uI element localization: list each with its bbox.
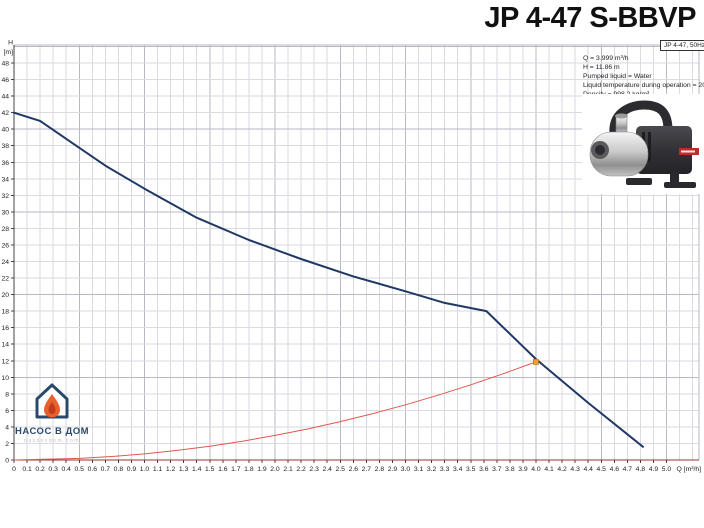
svg-text:0.9: 0.9 [127, 466, 137, 473]
svg-text:3.2: 3.2 [427, 466, 437, 473]
svg-text:0.4: 0.4 [61, 466, 71, 473]
svg-text:1.5: 1.5 [205, 466, 215, 473]
svg-text:18: 18 [1, 309, 9, 316]
svg-text:5.0: 5.0 [662, 466, 672, 473]
svg-text:0.6: 0.6 [88, 466, 98, 473]
svg-text:1.8: 1.8 [244, 466, 254, 473]
svg-text:42: 42 [1, 110, 9, 117]
svg-text:44: 44 [1, 94, 9, 101]
svg-text:0.8: 0.8 [114, 466, 124, 473]
svg-text:2: 2 [5, 441, 9, 448]
logo-brand-text: НАСОС В ДОМ [14, 426, 90, 437]
svg-text:1.1: 1.1 [153, 466, 163, 473]
svg-text:8: 8 [5, 391, 9, 398]
svg-text:1.3: 1.3 [179, 466, 189, 473]
svg-text:4.3: 4.3 [570, 466, 580, 473]
svg-text:4.6: 4.6 [610, 466, 620, 473]
svg-text:1.6: 1.6 [218, 466, 228, 473]
svg-text:0: 0 [5, 458, 9, 465]
svg-text:4.7: 4.7 [623, 466, 633, 473]
svg-text:0.5: 0.5 [75, 466, 85, 473]
svg-text:4: 4 [5, 424, 9, 431]
x-axis-label: Q [m³/h] [677, 466, 702, 473]
operating-conditions: Q = 3.999 m³/h H = 11.86 m Pumped liquid… [583, 54, 704, 99]
svg-text:0.3: 0.3 [48, 466, 58, 473]
system-curve [13, 361, 537, 461]
svg-text:16: 16 [1, 325, 9, 332]
curve-label-box: JP 4-47, 50Hz [660, 40, 704, 51]
svg-text:0: 0 [12, 466, 16, 473]
svg-text:1.7: 1.7 [231, 466, 241, 473]
svg-text:10: 10 [1, 375, 9, 382]
annotation-flow: Q = 3.999 m³/h [583, 55, 629, 62]
svg-text:48: 48 [1, 61, 9, 68]
annotation-liquid: Pumped liquid = Water [583, 73, 652, 80]
svg-text:3.0: 3.0 [401, 466, 411, 473]
svg-text:20: 20 [1, 292, 9, 299]
svg-text:3.8: 3.8 [505, 466, 515, 473]
pump-product-image [582, 94, 704, 194]
svg-text:12: 12 [1, 358, 9, 365]
svg-text:14: 14 [1, 342, 9, 349]
svg-text:3.4: 3.4 [453, 466, 463, 473]
annotation-temperature: Liquid temperature during operation = 20… [583, 82, 704, 89]
svg-text:1.9: 1.9 [257, 466, 267, 473]
svg-text:2.6: 2.6 [349, 466, 359, 473]
svg-text:3.9: 3.9 [518, 466, 528, 473]
svg-text:0.2: 0.2 [35, 466, 45, 473]
svg-text:0.7: 0.7 [101, 466, 111, 473]
svg-text:2.7: 2.7 [362, 466, 372, 473]
svg-text:26: 26 [1, 242, 9, 249]
svg-text:34: 34 [1, 176, 9, 183]
annotation-head: H = 11.86 m [583, 64, 620, 71]
svg-text:1.2: 1.2 [166, 466, 176, 473]
svg-text:38: 38 [1, 143, 9, 150]
svg-text:2.9: 2.9 [388, 466, 398, 473]
svg-text:22: 22 [1, 276, 9, 283]
logo-url-text: nasosvdom.com [24, 438, 80, 444]
svg-text:0.1: 0.1 [22, 466, 32, 473]
svg-text:40: 40 [1, 127, 9, 134]
svg-text:32: 32 [1, 193, 9, 200]
svg-text:2.5: 2.5 [336, 466, 346, 473]
svg-text:4.9: 4.9 [649, 466, 659, 473]
svg-text:46: 46 [1, 77, 9, 84]
svg-text:4.5: 4.5 [597, 466, 607, 473]
svg-text:4.4: 4.4 [583, 466, 593, 473]
svg-text:4.2: 4.2 [557, 466, 567, 473]
pump-curve-h-q- [13, 111, 644, 448]
svg-text:3.7: 3.7 [492, 466, 502, 473]
svg-text:3.5: 3.5 [466, 466, 476, 473]
page-title: JP 4-47 S-BBVP [484, 2, 696, 34]
svg-text:3.1: 3.1 [414, 466, 424, 473]
svg-text:2.3: 2.3 [309, 466, 319, 473]
svg-text:30: 30 [1, 209, 9, 216]
svg-text:2.0: 2.0 [270, 466, 280, 473]
logo-nasos-v-dom: НАСОС В ДОМ nasosvdom.com [12, 382, 92, 444]
svg-text:[m]: [m] [4, 49, 14, 56]
svg-text:24: 24 [1, 259, 9, 266]
svg-text:2.2: 2.2 [296, 466, 306, 473]
svg-text:1.4: 1.4 [192, 466, 202, 473]
svg-text:36: 36 [1, 160, 9, 167]
svg-text:6: 6 [5, 408, 9, 415]
house-flame-icon [35, 383, 69, 419]
svg-text:28: 28 [1, 226, 9, 233]
y-axis-label: H [8, 39, 13, 46]
svg-text:4.1: 4.1 [544, 466, 554, 473]
svg-text:3.3: 3.3 [440, 466, 450, 473]
svg-text:2.8: 2.8 [375, 466, 385, 473]
svg-text:2.1: 2.1 [283, 466, 293, 473]
svg-text:4.0: 4.0 [531, 466, 541, 473]
svg-text:1.0: 1.0 [140, 466, 150, 473]
svg-text:3.6: 3.6 [479, 466, 489, 473]
duty-point-marker [532, 359, 539, 365]
svg-text:4.8: 4.8 [636, 466, 646, 473]
svg-text:2.4: 2.4 [322, 466, 332, 473]
